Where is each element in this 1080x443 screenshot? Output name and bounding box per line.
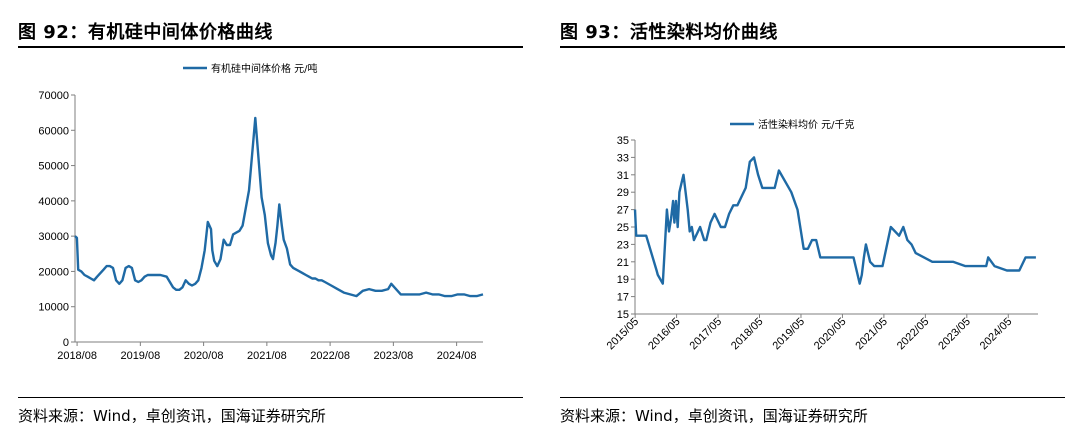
x-tick-label: 2022/05 xyxy=(895,316,932,353)
source-note: 资料来源：Wind，卓创资讯，国海证券研究所 xyxy=(18,407,326,425)
source-rule xyxy=(560,397,1065,398)
legend-label: 活性染料均价 元/千克 xyxy=(758,118,855,131)
x-tick-label: 2023/08 xyxy=(373,350,413,362)
y-tick-label: 20000 xyxy=(38,266,69,278)
y-tick-label: 70000 xyxy=(38,90,69,102)
y-tick-label: 21 xyxy=(617,257,629,269)
series-line xyxy=(74,116,484,298)
x-tick-label: 2018/08 xyxy=(57,350,97,362)
source-rule xyxy=(18,397,523,398)
x-tick-label: 2021/05 xyxy=(853,316,890,353)
x-tick-label: 2017/05 xyxy=(688,316,725,353)
y-tick-label: 10000 xyxy=(38,302,69,314)
y-tick-label: 17 xyxy=(617,292,629,304)
series-line xyxy=(633,156,1036,285)
x-tick-label: 2021/08 xyxy=(247,350,287,362)
x-tick-label: 2019/08 xyxy=(120,350,160,362)
y-tick-label: 35 xyxy=(617,135,629,147)
y-tick-label: 23 xyxy=(617,239,629,251)
y-tick-label: 33 xyxy=(617,152,629,164)
x-tick-label: 2015/05 xyxy=(605,316,642,353)
y-tick-label: 0 xyxy=(63,337,69,349)
x-tick-label: 2022/08 xyxy=(310,350,350,362)
reactive-dye-price-chart: 15 17 19 21 23 25 27 29 31 33 35 2015/05 2016/05 2017… xyxy=(605,118,1038,353)
y-tick-label: 60000 xyxy=(38,125,69,137)
legend-label: 有机硅中间体价格 元/吨 xyxy=(211,62,318,75)
x-tick-label: 2020/05 xyxy=(812,316,849,353)
x-tick-label: 2024/05 xyxy=(978,316,1015,353)
y-tick-label: 19 xyxy=(617,274,629,286)
y-tick-label: 40000 xyxy=(38,196,69,208)
x-tick-label: 2016/05 xyxy=(646,316,683,353)
y-tick-label: 25 xyxy=(617,222,629,234)
x-tick-label: 2023/05 xyxy=(936,316,973,353)
x-tick-label: 2019/05 xyxy=(770,316,807,353)
figure-92-panel: 图 92：有机硅中间体价格曲线 0 10000 20000 30000 40000 500… xyxy=(18,0,538,443)
title-rule xyxy=(18,46,523,48)
y-tick-label: 31 xyxy=(617,170,629,182)
y-tick-label: 15 xyxy=(617,309,629,321)
y-tick-label: 30000 xyxy=(38,231,69,243)
figure-title: 图 93：活性染料均价曲线 xyxy=(560,22,778,43)
figure-93-panel: 图 93：活性染料均价曲线 15 17 19 21 23 25 27 29 31 33 35 2015… xyxy=(560,0,1080,443)
y-tick-label: 27 xyxy=(617,205,629,217)
figure-title: 图 92：有机硅中间体价格曲线 xyxy=(18,22,273,43)
source-note: 资料来源：Wind，卓创资讯，国海证券研究所 xyxy=(560,407,868,425)
x-tick-label: 2018/05 xyxy=(729,316,766,353)
y-tick-label: 50000 xyxy=(38,161,69,173)
silicone-price-chart: 0 10000 20000 30000 40000 50000 60000 70000 2018… xyxy=(38,62,484,362)
title-rule xyxy=(560,46,1065,48)
y-tick-label: 29 xyxy=(617,187,629,199)
x-tick-label: 2024/08 xyxy=(437,350,477,362)
x-tick-label: 2020/08 xyxy=(184,350,224,362)
